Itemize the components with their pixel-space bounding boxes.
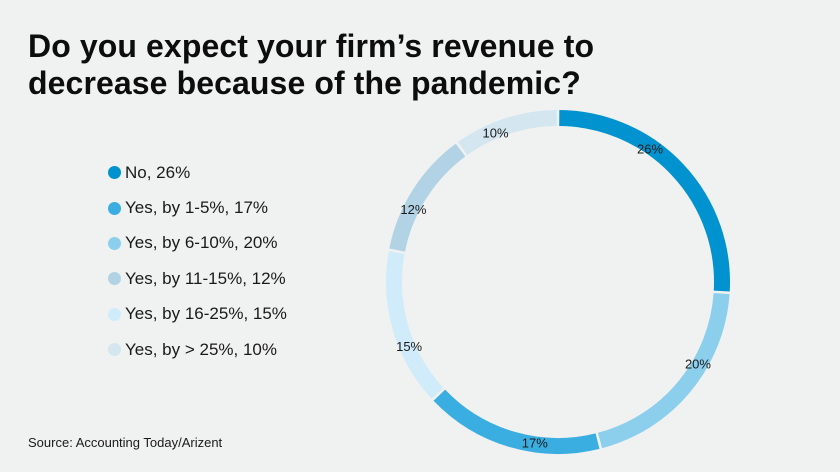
donut-slice — [597, 292, 730, 449]
donut-slice — [559, 110, 730, 292]
legend-swatch-icon — [108, 166, 121, 180]
legend-label: Yes, by 16-25%, 15% — [125, 304, 287, 324]
slice-label: 17% — [522, 435, 548, 450]
donut-slice — [389, 143, 466, 252]
legend-item-6-10: Yes, by 6-10%, 20% — [108, 226, 287, 261]
donut-slices — [386, 110, 730, 454]
donut-slice — [386, 251, 444, 399]
legend-item-11-15: Yes, by 11-15%, 12% — [108, 261, 287, 296]
slice-label: 15% — [396, 339, 422, 354]
legend-swatch-icon — [108, 236, 121, 250]
slice-label: 20% — [685, 357, 711, 372]
donut-slice — [433, 389, 600, 454]
slice-label: 12% — [400, 202, 426, 217]
legend-label: No, 26% — [125, 162, 191, 182]
legend-item-over-25: Yes, by > 25%, 10% — [108, 332, 287, 367]
legend-item-16-25: Yes, by 16-25%, 15% — [108, 297, 287, 332]
legend-label: Yes, by 11-15%, 12% — [125, 268, 286, 288]
legend-swatch-icon — [108, 272, 121, 286]
chart-title: Do you expect your firm’s revenue to dec… — [28, 28, 595, 101]
legend-swatch-icon — [108, 343, 121, 357]
slice-label: 26% — [637, 142, 663, 157]
donut-labels: 26% 20% 17% 15% 12% 10% — [396, 126, 711, 451]
legend: No, 26% Yes, by 1-5%, 17% Yes, by 6-10%,… — [108, 155, 287, 367]
legend-swatch-icon — [108, 307, 121, 321]
donut-slice — [457, 110, 557, 156]
legend-swatch-icon — [108, 201, 121, 215]
legend-item-no: No, 26% — [108, 155, 287, 190]
legend-label: Yes, by 1-5%, 17% — [125, 198, 269, 218]
legend-item-1-5: Yes, by 1-5%, 17% — [108, 190, 287, 225]
legend-label: Yes, by > 25%, 10% — [125, 339, 278, 359]
slice-label: 10% — [483, 126, 509, 141]
legend-label: Yes, by 6-10%, 20% — [125, 233, 278, 253]
source-note: Source: Accounting Today/Arizent — [28, 435, 223, 450]
